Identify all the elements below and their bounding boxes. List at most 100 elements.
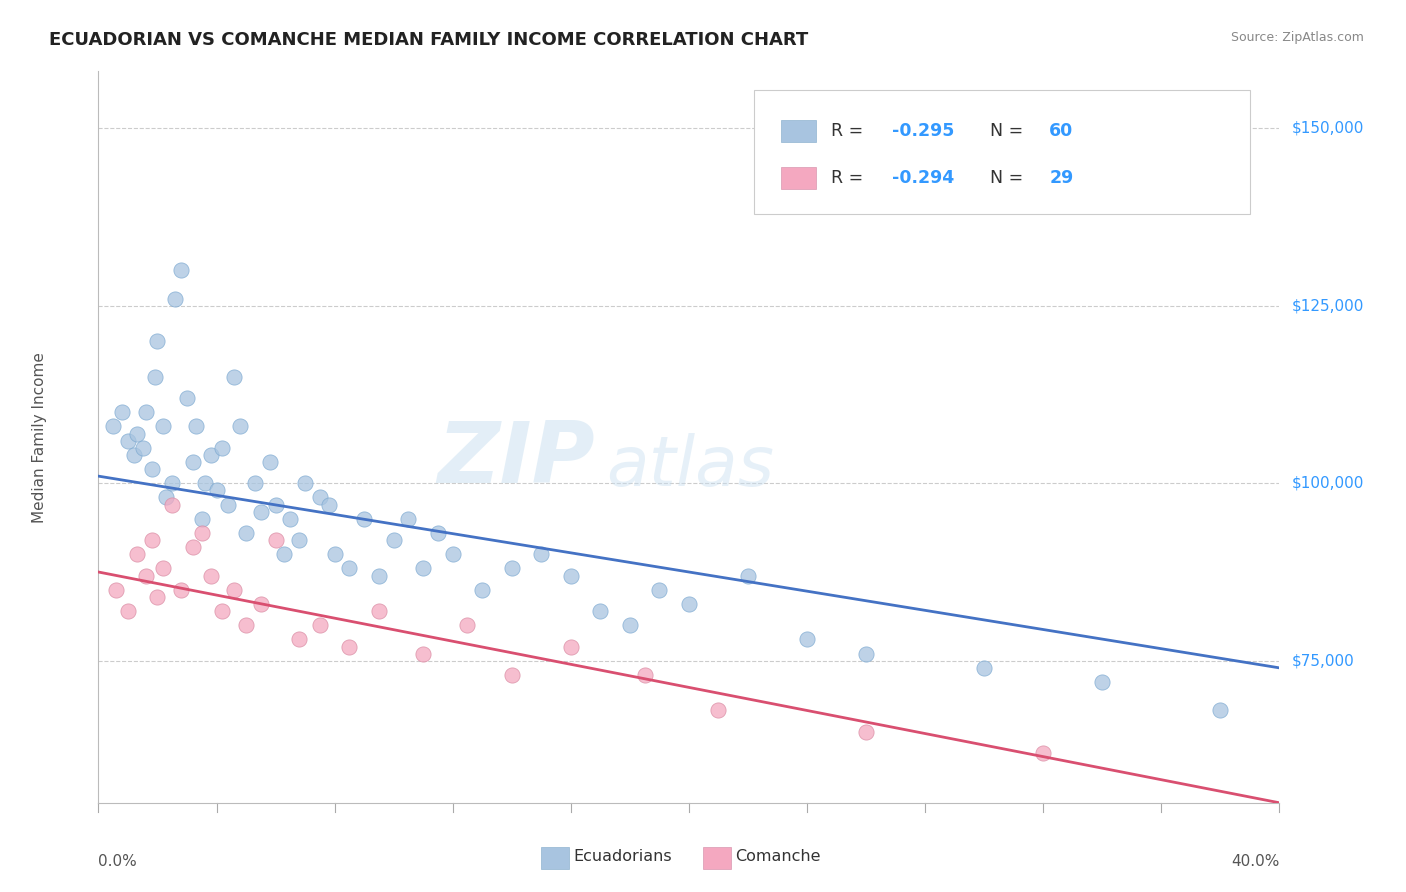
Text: 40.0%: 40.0% bbox=[1232, 854, 1279, 869]
Point bbox=[235, 525, 257, 540]
Point bbox=[155, 491, 177, 505]
Point bbox=[382, 533, 405, 547]
Point bbox=[111, 405, 134, 419]
Point bbox=[309, 618, 332, 632]
Point bbox=[707, 704, 730, 718]
Text: Comanche: Comanche bbox=[735, 849, 821, 863]
Point bbox=[264, 498, 287, 512]
Point bbox=[200, 448, 222, 462]
Point bbox=[1209, 704, 1232, 718]
Point bbox=[125, 426, 148, 441]
Point bbox=[796, 632, 818, 647]
Point bbox=[103, 419, 125, 434]
Point bbox=[217, 498, 239, 512]
Text: R =: R = bbox=[831, 121, 869, 140]
Text: ECUADORIAN VS COMANCHE MEDIAN FAMILY INCOME CORRELATION CHART: ECUADORIAN VS COMANCHE MEDIAN FAMILY INC… bbox=[49, 31, 808, 49]
Point bbox=[619, 618, 641, 632]
Text: $125,000: $125,000 bbox=[1291, 298, 1364, 313]
Point bbox=[353, 512, 375, 526]
Point bbox=[560, 568, 582, 582]
Point bbox=[973, 661, 995, 675]
Point bbox=[855, 724, 877, 739]
Point bbox=[117, 604, 139, 618]
Point bbox=[194, 476, 217, 491]
Point bbox=[678, 597, 700, 611]
Text: atlas: atlas bbox=[606, 433, 775, 500]
Point bbox=[125, 547, 148, 561]
Point bbox=[456, 618, 478, 632]
Point bbox=[396, 512, 419, 526]
Point bbox=[117, 434, 139, 448]
Point bbox=[224, 369, 246, 384]
Point bbox=[1032, 746, 1054, 760]
Point bbox=[224, 582, 246, 597]
Point bbox=[250, 505, 273, 519]
Point bbox=[337, 640, 360, 654]
Point bbox=[412, 561, 434, 575]
Bar bbox=[782, 167, 817, 188]
Point bbox=[135, 568, 157, 582]
FancyBboxPatch shape bbox=[754, 90, 1250, 214]
Point bbox=[412, 647, 434, 661]
Point bbox=[259, 455, 281, 469]
Point bbox=[229, 419, 252, 434]
Point bbox=[105, 582, 128, 597]
Point bbox=[368, 568, 391, 582]
Point bbox=[162, 476, 183, 491]
Text: -0.295: -0.295 bbox=[891, 121, 955, 140]
Point bbox=[191, 512, 214, 526]
Point bbox=[181, 455, 204, 469]
Point bbox=[633, 668, 655, 682]
Text: -0.294: -0.294 bbox=[891, 169, 955, 186]
Point bbox=[250, 597, 273, 611]
Point bbox=[855, 647, 877, 661]
Point bbox=[530, 547, 553, 561]
Point bbox=[243, 476, 266, 491]
Point bbox=[146, 590, 169, 604]
Point bbox=[264, 533, 287, 547]
Point bbox=[141, 533, 163, 547]
Point bbox=[737, 568, 759, 582]
Point bbox=[205, 483, 228, 498]
Point bbox=[200, 568, 222, 582]
Bar bbox=[782, 120, 817, 142]
Text: Ecuadorians: Ecuadorians bbox=[574, 849, 672, 863]
Point bbox=[294, 476, 316, 491]
Point bbox=[211, 604, 233, 618]
Point bbox=[152, 561, 174, 575]
Point bbox=[211, 441, 233, 455]
Point bbox=[184, 419, 207, 434]
Point bbox=[165, 292, 187, 306]
Point bbox=[337, 561, 360, 575]
Point bbox=[176, 391, 198, 405]
Text: 29: 29 bbox=[1049, 169, 1073, 186]
Point bbox=[441, 547, 464, 561]
Point bbox=[170, 582, 193, 597]
Point bbox=[122, 448, 145, 462]
Text: Source: ZipAtlas.com: Source: ZipAtlas.com bbox=[1230, 31, 1364, 45]
Point bbox=[501, 561, 523, 575]
Point bbox=[146, 334, 169, 349]
Point bbox=[589, 604, 612, 618]
Point bbox=[152, 419, 174, 434]
Point bbox=[648, 582, 671, 597]
Point bbox=[135, 405, 157, 419]
Point bbox=[235, 618, 257, 632]
Point bbox=[471, 582, 494, 597]
Point bbox=[181, 540, 204, 554]
Text: R =: R = bbox=[831, 169, 869, 186]
Text: ZIP: ZIP bbox=[437, 417, 595, 500]
Text: N =: N = bbox=[990, 169, 1029, 186]
Text: N =: N = bbox=[990, 121, 1029, 140]
Point bbox=[288, 632, 311, 647]
Point bbox=[288, 533, 311, 547]
Text: $100,000: $100,000 bbox=[1291, 475, 1364, 491]
Point bbox=[273, 547, 295, 561]
Text: $75,000: $75,000 bbox=[1291, 653, 1354, 668]
Point bbox=[427, 525, 450, 540]
Point bbox=[170, 263, 193, 277]
Point bbox=[1091, 675, 1114, 690]
Point bbox=[132, 441, 155, 455]
Point bbox=[501, 668, 523, 682]
Point bbox=[141, 462, 163, 476]
